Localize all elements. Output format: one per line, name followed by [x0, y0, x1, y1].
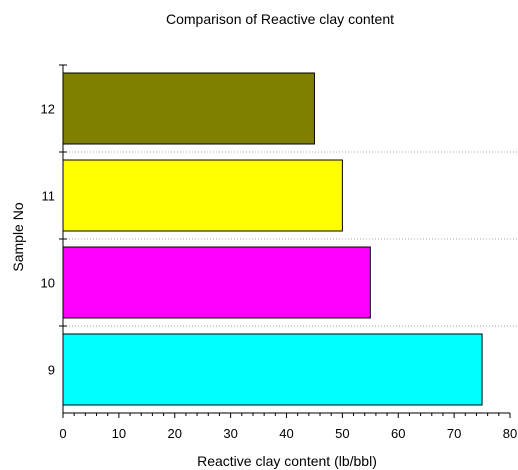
grid-lines [63, 151, 518, 327]
x-tick-label: 80 [503, 426, 517, 441]
bars [62, 72, 483, 406]
y-tick-label: 11 [42, 189, 56, 204]
x-tick-label: 10 [112, 426, 126, 441]
y-axis-label: Sample No [10, 202, 26, 271]
bar-sample-12 [62, 72, 315, 145]
x-tick-label: 40 [279, 426, 293, 441]
x-tick-label: 50 [335, 426, 349, 441]
x-tick-label: 30 [223, 426, 237, 441]
x-axis-label: Reactive clay content (lb/bbl) [197, 453, 377, 469]
y-ticks: 9 10 11 12 [41, 64, 67, 378]
y-tick-label: 10 [41, 276, 55, 291]
bar-sample-10 [62, 246, 371, 319]
y-tick-label: 12 [41, 102, 55, 117]
x-ticks: 0 10 20 30 40 50 60 70 80 [59, 413, 517, 441]
bar-sample-11 [62, 159, 343, 232]
y-tick-label: 9 [48, 363, 55, 378]
chart-title: Comparison of Reactive clay content [166, 11, 394, 27]
x-tick-label: 20 [168, 426, 182, 441]
bar-sample-9 [62, 333, 483, 406]
x-tick-label: 0 [59, 426, 66, 441]
x-tick-label: 60 [391, 426, 405, 441]
x-tick-label: 70 [447, 426, 461, 441]
